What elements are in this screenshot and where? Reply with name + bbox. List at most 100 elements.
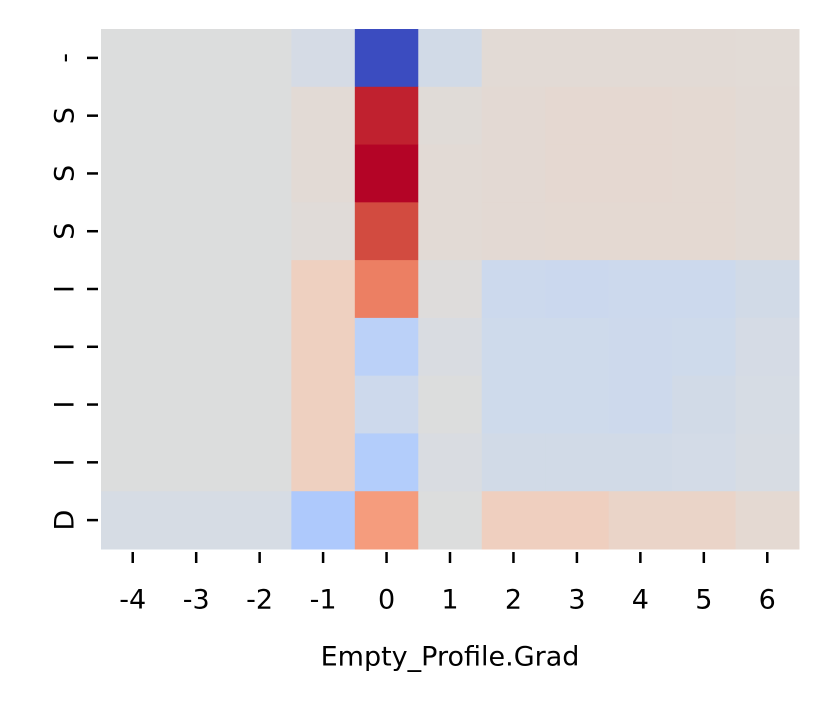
heatmap-cell <box>481 375 546 434</box>
heatmap-cell <box>164 260 229 319</box>
heatmap-cell <box>101 86 165 146</box>
heatmap-cell <box>227 29 292 88</box>
heatmap-cell <box>418 317 483 377</box>
heatmap-cell <box>101 433 165 492</box>
heatmap-cell <box>164 491 229 550</box>
heatmap-cell <box>418 202 483 261</box>
heatmap-cell <box>545 317 610 377</box>
heatmap-cell <box>545 86 610 146</box>
heatmap-cell <box>481 433 546 492</box>
heatmap-cell <box>227 317 292 377</box>
heatmap-cell <box>608 86 673 146</box>
heatmap-cell <box>354 144 419 203</box>
heatmap-cell <box>672 491 737 550</box>
heatmap-cell <box>227 375 292 434</box>
heatmap-cell <box>418 86 483 146</box>
heatmap-cell <box>291 29 356 88</box>
x-tick-label: -2 <box>246 585 273 616</box>
heatmap-cell <box>672 317 737 377</box>
y-tick-label: S <box>50 165 81 182</box>
heatmap-cell <box>291 491 356 550</box>
heatmap-cell <box>227 260 292 319</box>
x-tick-label: -3 <box>183 585 210 616</box>
heatmap-cell <box>545 144 610 203</box>
heatmap-cell <box>164 375 229 434</box>
heatmap-cell <box>608 260 673 319</box>
heatmap-cell <box>481 317 546 377</box>
heatmap-cell <box>164 202 229 261</box>
heatmap-cell <box>354 317 419 377</box>
heatmap-cell <box>227 86 292 146</box>
heatmap-cell <box>608 491 673 550</box>
y-tick-label: S <box>50 107 81 124</box>
heatmap-cell <box>291 433 356 492</box>
x-tick-label: 0 <box>378 585 395 616</box>
heatmap-cell <box>735 29 800 88</box>
heatmap-cell <box>227 433 292 492</box>
heatmap-cell <box>227 202 292 261</box>
heatmap-cell <box>735 317 800 377</box>
heatmap-cell <box>164 86 229 146</box>
heatmap-cell <box>164 317 229 377</box>
x-tick-label: 2 <box>505 585 522 616</box>
heatmap-cell <box>608 202 673 261</box>
heatmap-cell <box>735 202 800 261</box>
heatmap-cell <box>481 260 546 319</box>
heatmap-cell <box>481 144 546 203</box>
heatmap-cell <box>672 375 737 434</box>
y-tick-label: I <box>50 458 81 466</box>
heatmap-cell <box>672 86 737 146</box>
x-tick-label: 3 <box>568 585 585 616</box>
heatmap-cell <box>418 375 483 434</box>
heatmap-cell <box>735 433 800 492</box>
heatmap-cell <box>354 260 419 319</box>
x-tick-label: 5 <box>695 585 712 616</box>
heatmap-cell <box>481 29 546 88</box>
heatmap-cell <box>545 260 610 319</box>
heatmap-cell <box>672 433 737 492</box>
heatmap-cell <box>418 260 483 319</box>
y-tick-label: I <box>50 343 81 351</box>
heatmap-cell <box>418 433 483 492</box>
x-tick-label: 4 <box>632 585 649 616</box>
heatmap-cell <box>101 260 165 319</box>
x-axis-label: Empty_Profile.Grad <box>321 642 580 673</box>
x-tick-label: -4 <box>119 585 146 616</box>
heatmap-cell <box>291 317 356 377</box>
heatmap-cell <box>101 202 165 261</box>
heatmap-cell <box>545 433 610 492</box>
heatmap-cell <box>481 491 546 550</box>
heatmap-cell <box>291 375 356 434</box>
heatmap-cell <box>608 317 673 377</box>
heatmap-cell <box>608 144 673 203</box>
heatmap-cell <box>418 144 483 203</box>
heatmap-cell <box>354 202 419 261</box>
y-tick-label: I <box>50 285 81 293</box>
heatmap-cell <box>164 433 229 492</box>
heatmap-cell <box>101 375 165 434</box>
heatmap-cell <box>608 29 673 88</box>
heatmap-cell <box>291 144 356 203</box>
heatmap-cell <box>227 491 292 550</box>
heatmap-cell <box>101 491 165 550</box>
heatmap-cell <box>101 29 165 88</box>
heatmap-cell <box>735 491 800 550</box>
heatmap-cell <box>354 375 419 434</box>
heatmap-cell <box>418 29 483 88</box>
heatmap-cell <box>545 375 610 434</box>
y-tick-label: I <box>50 401 81 409</box>
heatmap-cell <box>164 144 229 203</box>
heatmap-cell <box>672 144 737 203</box>
heatmap-cell <box>672 29 737 88</box>
heatmap-cell <box>354 433 419 492</box>
heatmap-cell <box>164 29 229 88</box>
y-tick-label: S <box>50 223 81 240</box>
heatmap-cell <box>354 86 419 146</box>
heatmap-cell <box>481 86 546 146</box>
y-tick-label: D <box>50 510 81 531</box>
heatmap-cell <box>291 86 356 146</box>
heatmap-cell <box>354 491 419 550</box>
x-tick-label: -1 <box>310 585 337 616</box>
heatmap-cell <box>101 144 165 203</box>
